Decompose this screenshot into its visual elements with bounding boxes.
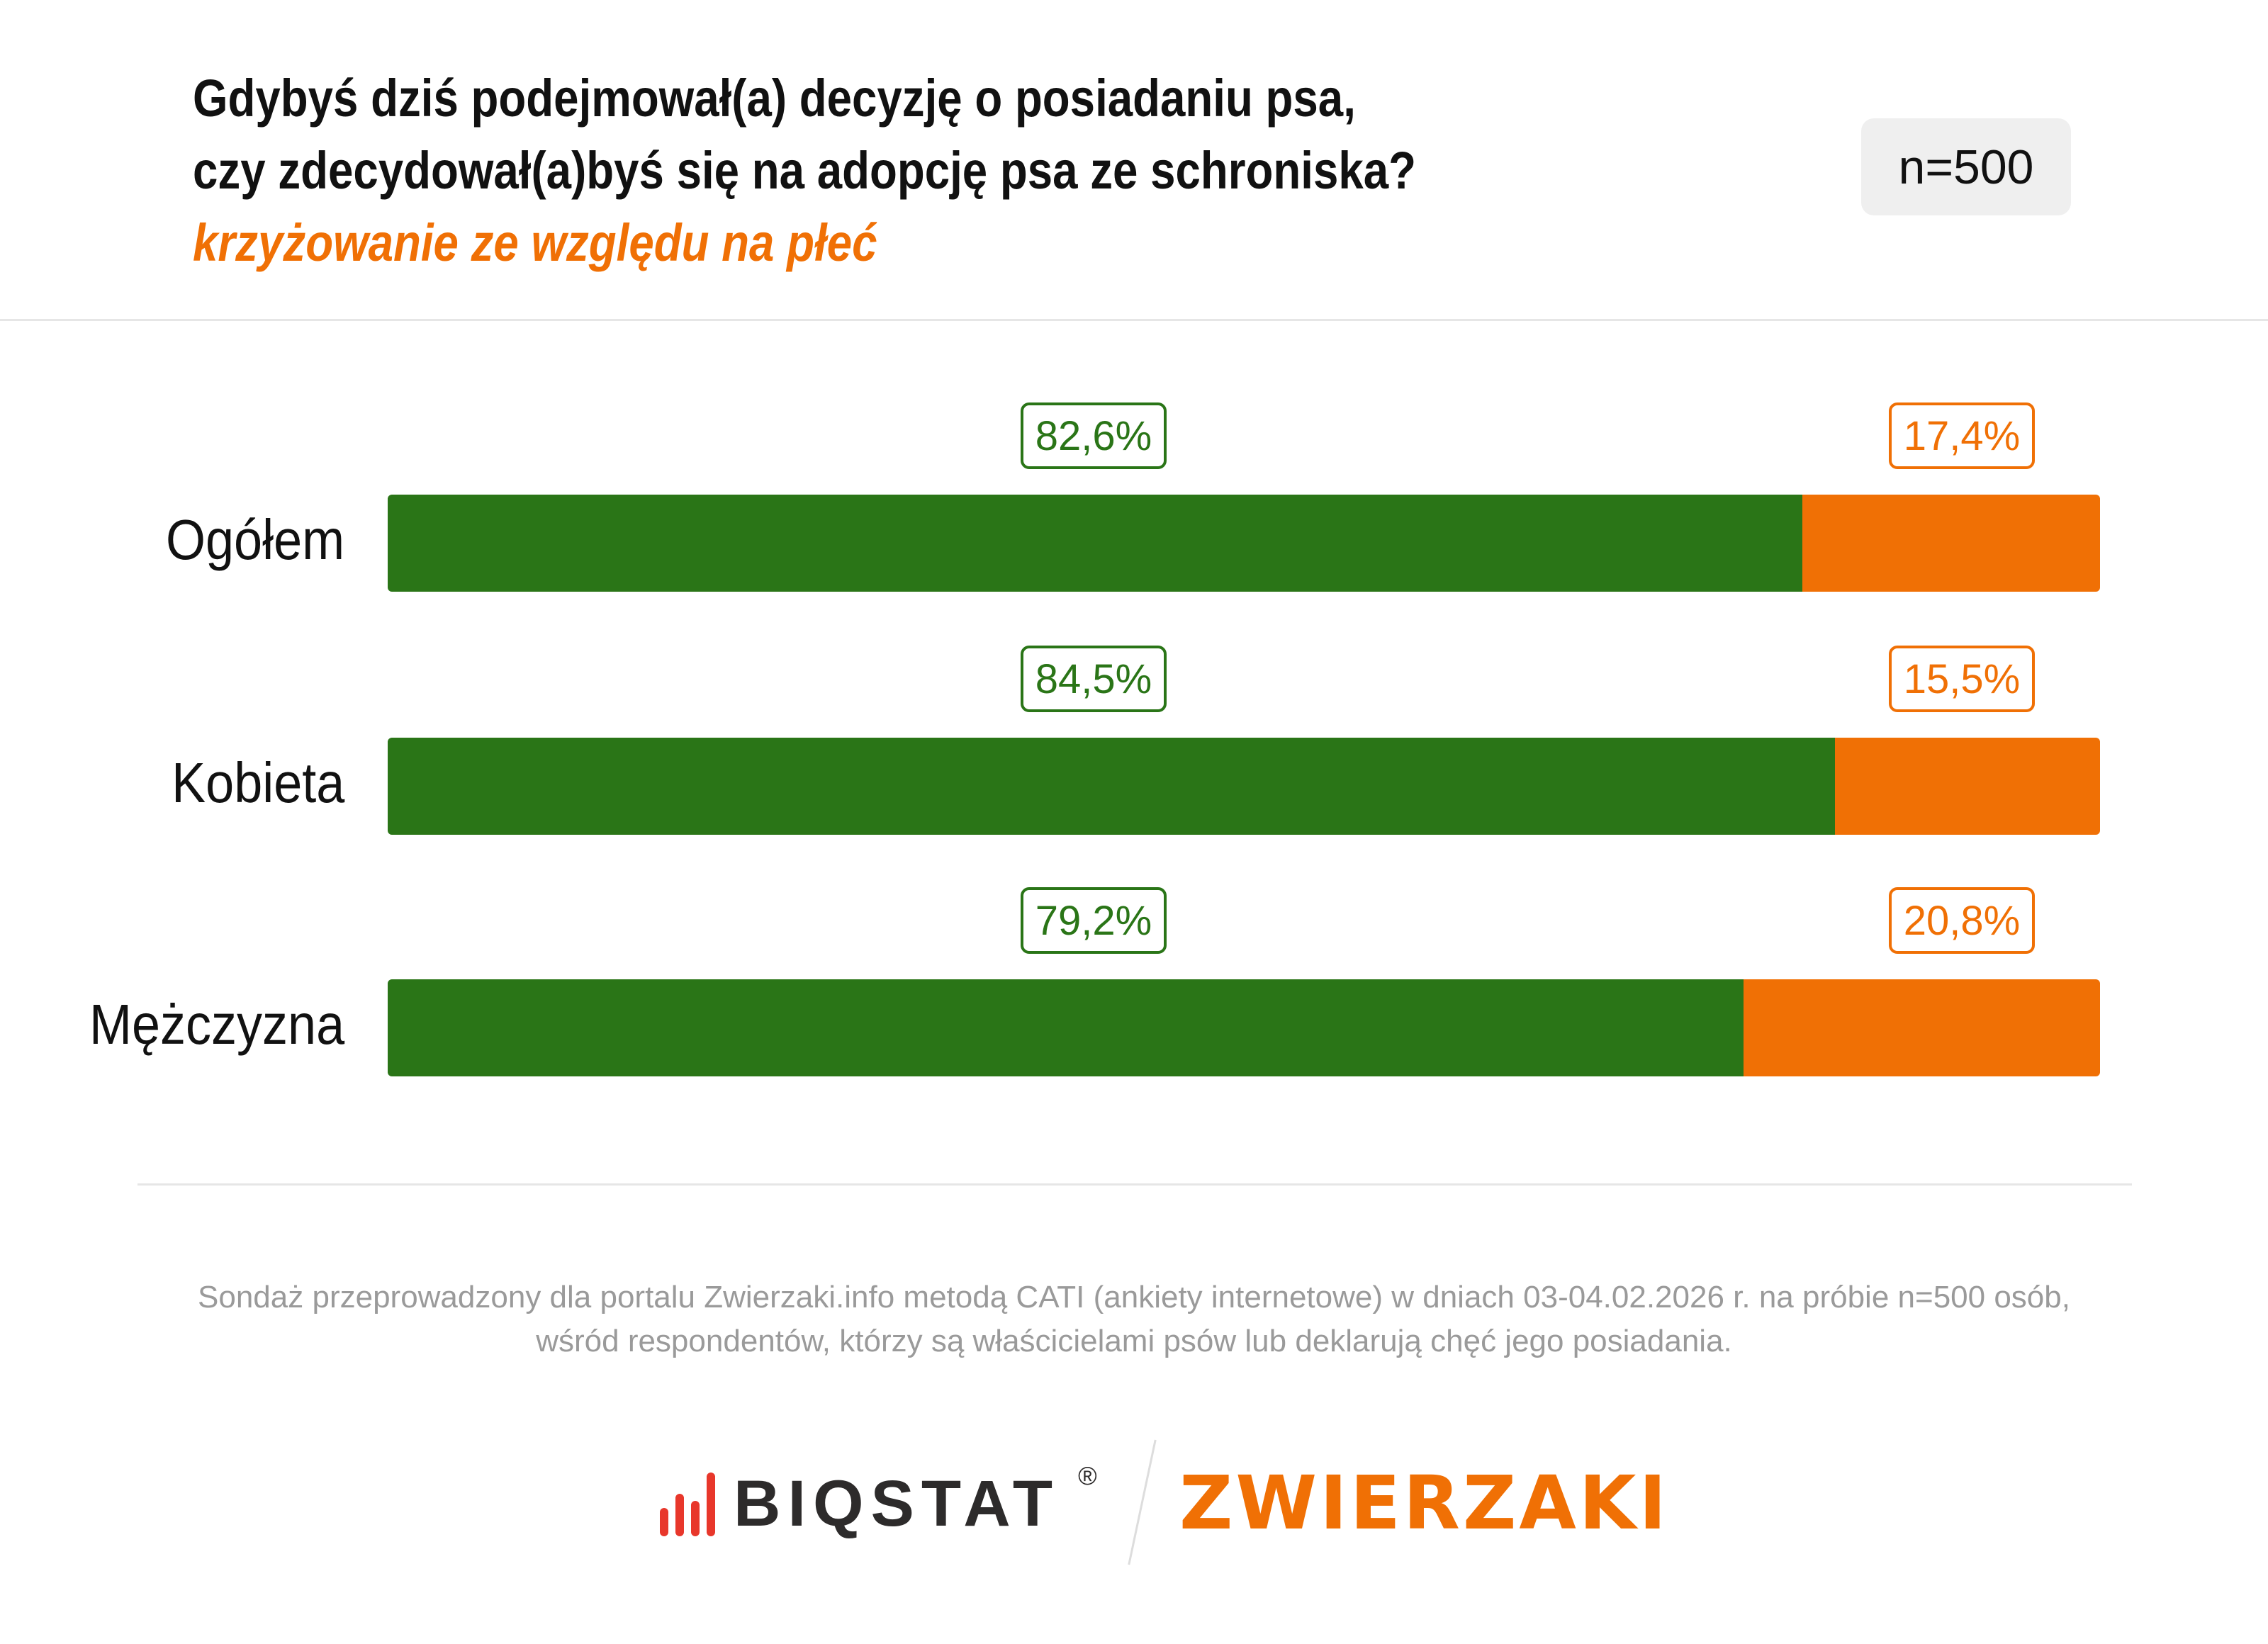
bar-segment-yes	[388, 979, 1744, 1076]
logo-separator	[1128, 1439, 1157, 1565]
category-label: Kobieta	[171, 751, 344, 814]
bar-segment-no	[1834, 738, 2100, 835]
biostat-logo: BIQSTAT ®	[660, 1461, 1097, 1541]
data-label: 79,2%	[1021, 887, 1167, 954]
category-label: Ogółem	[165, 508, 344, 571]
zwierzaki-logo: ZWIERZAKI	[1179, 1460, 1670, 1546]
bar-segment-no	[1802, 495, 2100, 592]
bar-row	[388, 495, 2100, 592]
data-label: 17,4%	[1889, 402, 2035, 469]
bar-row	[388, 738, 2100, 835]
bar-segment-yes	[388, 495, 1802, 592]
data-label: 15,5%	[1889, 646, 2035, 712]
header-divider	[0, 319, 2268, 321]
methodology-note: Sondaż przeprowadzony dla portalu Zwierz…	[0, 1276, 2268, 1363]
footer-line-2: wśród respondentów, którzy są właściciel…	[536, 1324, 1732, 1358]
chart-title: Gdybyś dziś podejmował(a) decyzję o posi…	[193, 62, 1416, 279]
bar-segment-no	[1744, 979, 2100, 1076]
subtitle: krzyżowanie ze względu na płeć	[193, 213, 877, 272]
bar-segment-yes	[388, 738, 1835, 835]
sample-size-badge: n=500	[1861, 118, 2071, 215]
data-label: 20,8%	[1889, 887, 2035, 954]
bar-chart-icon	[660, 1472, 715, 1536]
title-line-2: czy zdecydował(a)byś się na adopcję psa …	[193, 141, 1417, 200]
biostat-wordmark: BIQSTAT	[734, 1468, 1060, 1540]
bar-row	[388, 979, 2100, 1076]
logos: BIQSTAT ® ZWIERZAKI	[0, 1438, 2268, 1566]
footer-line-1: Sondaż przeprowadzony dla portalu Zwierz…	[198, 1280, 2070, 1314]
registered-mark: ®	[1078, 1460, 1097, 1490]
title-line-1: Gdybyś dziś podejmował(a) decyzję o posi…	[193, 69, 1356, 128]
footer-divider	[137, 1183, 2132, 1186]
data-label: 82,6%	[1021, 402, 1167, 469]
data-label: 84,5%	[1021, 646, 1167, 712]
category-label: Mężczyzna	[89, 993, 344, 1056]
